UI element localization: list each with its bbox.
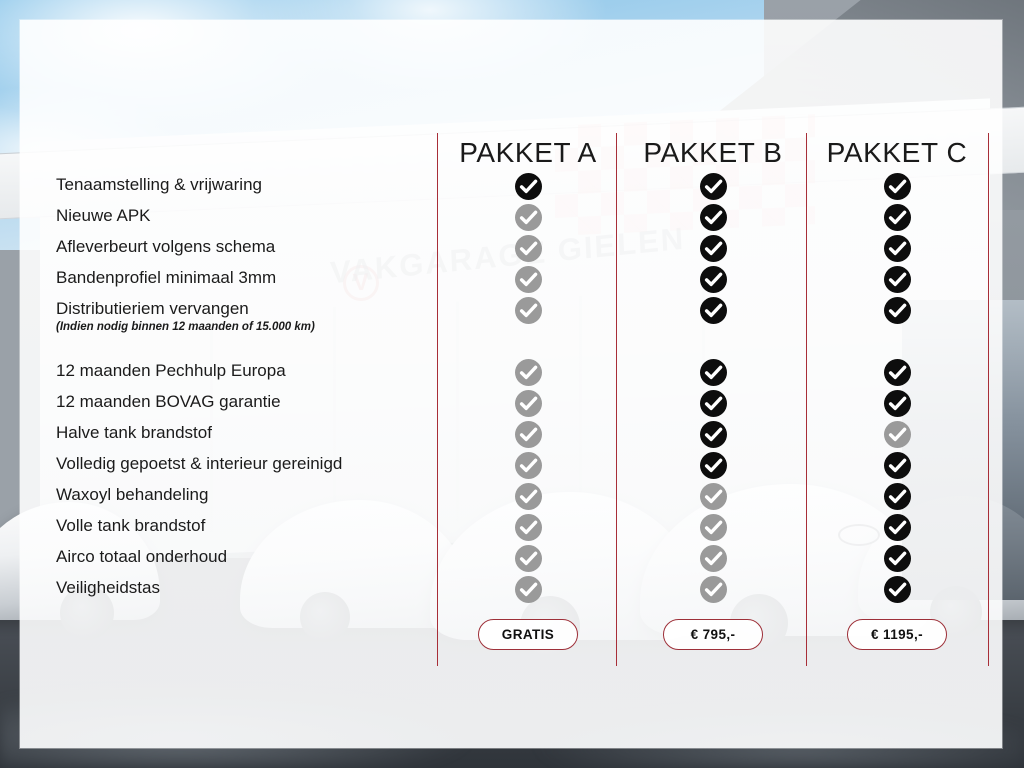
feature-label: Bandenprofiel minimaal 3mm xyxy=(56,268,277,287)
feature-label: Afleverbeurt volgens schema xyxy=(56,237,276,256)
check-b-row-7-included xyxy=(699,390,727,417)
check-c-row-6-included xyxy=(883,359,911,386)
column-header-b: PAKKET B xyxy=(643,137,783,168)
check-b-row-6-included xyxy=(699,359,727,386)
column-divider-3 xyxy=(806,133,807,666)
feature-label: Volledig gepoetst & interieur gereinigd xyxy=(56,454,343,473)
check-c-row-4-included xyxy=(883,266,911,293)
check-a-row-7-excluded xyxy=(514,390,542,417)
feature-label: 12 maanden Pechhulp Europa xyxy=(56,361,286,380)
check-c-row-5-included xyxy=(883,297,911,324)
check-a-row-6-excluded xyxy=(514,359,542,386)
check-b-row-12-excluded xyxy=(699,545,727,572)
check-c-row-1-included xyxy=(883,173,911,200)
check-b-row-5-included xyxy=(699,297,727,324)
column-header-a: PAKKET A xyxy=(459,137,597,168)
feature-label: Distributieriem vervangen xyxy=(56,299,249,318)
package-comparison-table: PAKKET A PAKKET B PAKKET C Tenaamstelling &… xyxy=(20,20,1002,748)
check-a-row-11-excluded xyxy=(514,514,542,541)
price-badge-b[interactable]: € 795,- xyxy=(663,619,763,650)
check-b-row-2-included xyxy=(699,204,727,231)
check-b-row-13-excluded xyxy=(699,576,727,603)
price-badge-a[interactable]: GRATIS xyxy=(478,619,578,650)
feature-label: Nieuwe APK xyxy=(56,206,151,225)
check-a-row-13-excluded xyxy=(514,576,542,603)
check-b-row-9-included xyxy=(699,452,727,479)
check-c-row-7-included xyxy=(883,390,911,417)
column-divider-2 xyxy=(616,133,617,666)
check-b-row-11-excluded xyxy=(699,514,727,541)
comparison-panel: PAKKET A PAKKET B PAKKET C Tenaamstelling &… xyxy=(20,20,1002,748)
price-badge-c[interactable]: € 1195,- xyxy=(847,619,947,650)
feature-label: Volle tank brandstof xyxy=(56,516,206,535)
check-b-row-1-included xyxy=(699,173,727,200)
check-a-row-12-excluded xyxy=(514,545,542,572)
column-divider-4 xyxy=(988,133,989,666)
check-b-row-4-included xyxy=(699,266,727,293)
check-a-row-3-excluded xyxy=(514,235,542,262)
check-b-row-10-excluded xyxy=(699,483,727,510)
check-c-row-9-included xyxy=(883,452,911,479)
feature-label: Veiligheidstas xyxy=(56,578,160,597)
check-a-row-4-excluded xyxy=(514,266,542,293)
check-b-row-8-included xyxy=(699,421,727,448)
feature-label: Tenaamstelling & vrijwaring xyxy=(56,175,262,194)
check-c-row-3-included xyxy=(883,235,911,262)
feature-label: Airco totaal onderhoud xyxy=(56,547,228,566)
check-a-row-8-excluded xyxy=(514,421,542,448)
check-a-row-5-excluded xyxy=(514,297,542,324)
feature-label: Halve tank brandstof xyxy=(56,423,212,442)
check-c-row-11-included xyxy=(883,514,911,541)
check-c-row-13-included xyxy=(883,576,911,603)
check-b-row-3-included xyxy=(699,235,727,262)
feature-label: 12 maanden BOVAG garantie xyxy=(56,392,281,411)
check-c-row-8-excluded xyxy=(883,421,911,448)
feature-note: (Indien nodig binnen 12 maanden of 15.00… xyxy=(56,321,315,333)
feature-label: Waxoyl behandeling xyxy=(56,485,209,504)
check-a-row-9-excluded xyxy=(514,452,542,479)
check-a-row-2-excluded xyxy=(514,204,542,231)
check-c-row-2-included xyxy=(883,204,911,231)
check-a-row-10-excluded xyxy=(514,483,542,510)
column-divider-1 xyxy=(437,133,438,666)
check-a-row-1-included xyxy=(514,173,542,200)
check-c-row-10-included xyxy=(883,483,911,510)
check-c-row-12-included xyxy=(883,545,911,572)
column-header-c: PAKKET C xyxy=(826,137,968,168)
